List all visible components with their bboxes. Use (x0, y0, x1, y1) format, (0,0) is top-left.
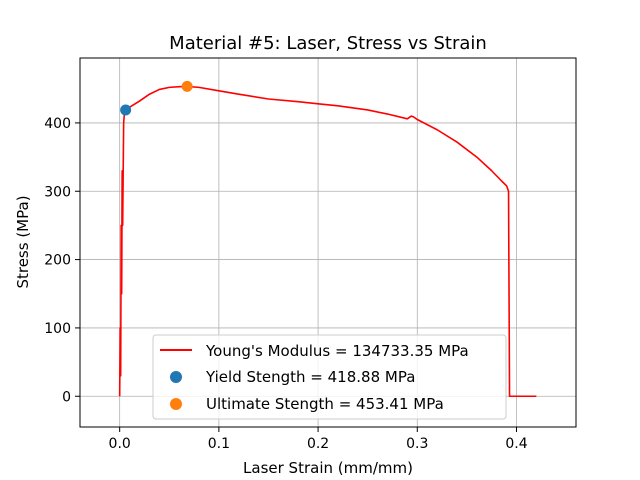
legend-frame (152, 334, 507, 420)
yield-point (120, 104, 132, 116)
ultimate-point (181, 80, 193, 92)
x-tick-label: 0.2 (307, 436, 329, 452)
legend-ultimate-marker (170, 398, 182, 410)
x-axis-label: Laser Strain (mm/mm) (243, 459, 413, 477)
x-tick-label: 0.0 (109, 436, 131, 452)
x-tick-label: 0.3 (406, 436, 428, 452)
y-tick-label: 300 (44, 184, 71, 200)
legend-entry-ultimate-strength: Ultimate Stength = 453.41 MPa (206, 395, 444, 413)
plot-area (118, 80, 537, 398)
x-tick-label: 0.4 (505, 436, 527, 452)
legend: Young's Modulus = 134733.35 MPa Yield St… (152, 334, 507, 420)
legend-yield-marker (170, 371, 182, 383)
legend-entry-yield-strength: Yield Stength = 418.88 MPa (205, 368, 415, 386)
x-tick-label: 0.1 (208, 436, 230, 452)
stress-strain-line (118, 85, 537, 398)
legend-entry-youngs-modulus: Young's Modulus = 134733.35 MPa (205, 342, 469, 360)
y-axis-label: Stress (MPa) (14, 195, 32, 288)
plot-frame (79, 57, 577, 428)
x-axis-ticks: 0.0 0.1 0.2 0.3 0.4 (109, 427, 528, 452)
y-axis-ticks: 0 100 200 300 400 (44, 116, 80, 405)
y-tick-label: 0 (62, 389, 71, 405)
chart-title: Material #5: Laser, Stress vs Strain (169, 33, 487, 54)
y-tick-label: 100 (44, 321, 71, 337)
y-tick-label: 400 (44, 116, 71, 132)
y-tick-label: 200 (44, 253, 71, 269)
